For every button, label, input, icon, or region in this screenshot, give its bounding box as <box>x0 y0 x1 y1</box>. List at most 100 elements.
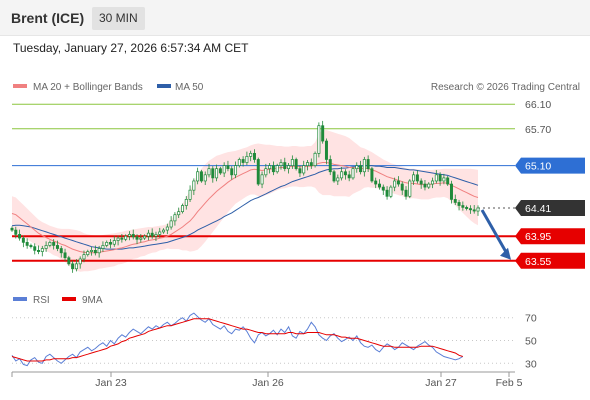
candle-body <box>162 229 166 233</box>
time-tick-label: Jan 26 <box>252 377 284 389</box>
candle-body <box>442 177 446 182</box>
candle-body <box>366 159 370 170</box>
candle-body <box>173 214 177 222</box>
candle-body <box>177 211 181 216</box>
candle-body <box>82 254 86 260</box>
candle-body <box>412 174 416 182</box>
candle-body <box>400 183 404 191</box>
candle-body <box>63 252 67 259</box>
candle-body <box>298 168 302 174</box>
candle-body <box>55 245 59 249</box>
rsi-ma-line <box>11 318 463 362</box>
candle-body <box>275 165 279 173</box>
candle-body <box>192 180 196 191</box>
ma9-legend-swatch <box>62 297 76 301</box>
candle-body <box>127 234 131 237</box>
candle-body <box>109 242 112 245</box>
candle-body <box>25 242 29 246</box>
ma50-legend-label: MA 50 <box>175 82 204 93</box>
candle-body <box>347 174 351 179</box>
candle-body <box>230 168 234 176</box>
candle-body <box>245 156 249 163</box>
candle-body <box>112 240 116 245</box>
candle-body <box>423 183 427 188</box>
timeframe-button[interactable]: 30 MIN <box>92 7 145 30</box>
price-level-tags: 66.10 65.70 65.10 64.41 63.95 63.55 <box>515 99 585 269</box>
candle-body <box>427 183 431 188</box>
candle-body <box>472 209 476 212</box>
rsi-panel: 70 50 30 <box>11 312 537 370</box>
bollinger-band-fill <box>12 130 478 272</box>
candle-body <box>48 242 52 246</box>
candle-body <box>476 207 480 212</box>
candle-body <box>332 171 336 182</box>
header-bar: Brent (ICE) 30 MIN <box>0 0 590 36</box>
candle-body <box>252 152 256 160</box>
ma20-legend-swatch <box>13 84 27 88</box>
forecast-arrow-head <box>500 247 511 260</box>
candle-body <box>120 237 124 240</box>
level-label-65.70: 65.70 <box>525 124 551 136</box>
research-credit: Research © 2026 Trading Central <box>431 82 580 93</box>
candle-body <box>203 174 207 182</box>
time-tick-label: Feb 5 <box>496 377 523 389</box>
candle-body <box>306 162 309 166</box>
candle-body <box>457 202 461 206</box>
candle-body <box>37 250 41 252</box>
level-label-63.95: 63.95 <box>525 231 551 243</box>
candle-body <box>199 171 203 182</box>
candle-body <box>241 159 245 163</box>
candle-body <box>328 159 332 173</box>
candle-body <box>396 180 400 185</box>
candle-body <box>71 263 75 270</box>
level-label-65.10: 65.10 <box>525 161 551 173</box>
candle-body <box>449 183 453 200</box>
time-tick-label: Jan 23 <box>95 377 127 389</box>
forecast-arrow <box>480 209 511 260</box>
candle-body <box>290 159 294 166</box>
candle-body <box>359 165 363 173</box>
candle-body <box>336 177 340 182</box>
candle-body <box>143 235 147 239</box>
candle-body <box>415 174 419 182</box>
rsi-legend-label: RSI <box>33 295 50 306</box>
candle-body <box>283 162 287 170</box>
time-tick-label: Jan 27 <box>425 377 457 389</box>
candle-body <box>218 168 222 174</box>
candle-body <box>40 248 44 252</box>
candle-body <box>105 242 109 246</box>
instrument-title: Brent (ICE) <box>11 10 85 26</box>
candle-body <box>393 180 397 188</box>
level-tag-65.10 <box>515 157 585 174</box>
candle-body <box>271 165 275 173</box>
ma50-line <box>11 165 479 250</box>
candle-body <box>370 168 374 182</box>
candle-body <box>196 171 200 182</box>
candle-body <box>268 165 272 170</box>
candle-body <box>78 258 82 265</box>
rsi-tick-30: 30 <box>525 358 537 370</box>
candlesticks <box>10 120 480 273</box>
time-axis: Jan 23 Jan 26 Jan 27 Feb 5 <box>11 371 523 389</box>
candle-body <box>468 208 472 211</box>
bollinger-band-area <box>12 130 478 272</box>
price-levels <box>12 103 516 262</box>
candle-body <box>234 165 238 176</box>
rsi-tick-50: 50 <box>525 336 537 348</box>
level-tag-64.41 <box>515 199 585 216</box>
candle-body <box>419 180 423 185</box>
candle-body <box>302 165 306 174</box>
candle-body <box>222 165 226 174</box>
candle-body <box>264 168 268 176</box>
candle-body <box>116 237 120 241</box>
candle-body <box>465 207 469 209</box>
candle-body <box>309 162 313 166</box>
candle-body <box>408 180 412 197</box>
candle-body <box>158 231 162 235</box>
candle-body <box>374 180 378 185</box>
candle-body <box>461 205 465 208</box>
rsi-line <box>11 312 464 367</box>
candle-body <box>18 234 22 239</box>
candle-body <box>211 168 215 179</box>
